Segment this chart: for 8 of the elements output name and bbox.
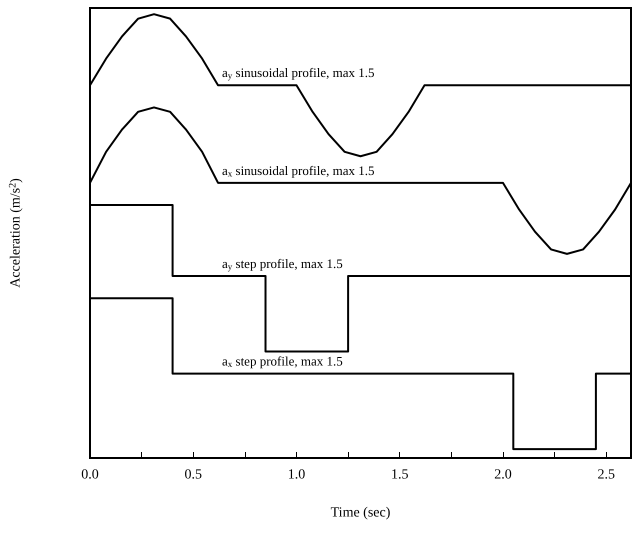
y-axis-title: Acceleration (m/s2) (8, 178, 24, 288)
x-tick-label: 2.5 (597, 468, 615, 482)
x-tick-label: 1.5 (390, 468, 408, 482)
x-tick-label: 0.5 (184, 468, 202, 482)
x-axis-title: Time (sec) (330, 506, 391, 520)
x-tick-label: 1.0 (288, 468, 306, 482)
x-tick-label: 2.0 (494, 468, 512, 482)
x-tick-label: 0.0 (81, 468, 99, 482)
